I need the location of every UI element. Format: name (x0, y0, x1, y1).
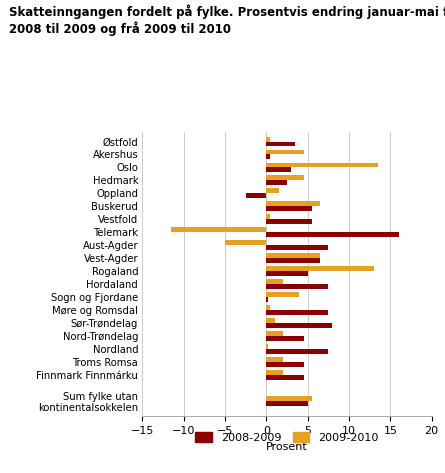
Bar (267, 245, 328, 250)
Bar (267, 219, 312, 224)
Bar (267, 141, 295, 147)
Bar (267, 362, 303, 367)
Bar (246, 193, 267, 198)
Bar (267, 370, 283, 375)
Bar (267, 310, 328, 315)
Bar (267, 271, 307, 276)
Bar (267, 284, 328, 289)
Bar (267, 175, 303, 180)
Bar (267, 344, 268, 349)
Bar (267, 253, 320, 258)
Bar (267, 279, 283, 284)
Bar (267, 149, 303, 155)
Text: Skatteinngangen fordelt på fylke. Prosentvis endring januar-mai frå
2008 til 200: Skatteinngangen fordelt på fylke. Prosen… (9, 5, 445, 36)
Legend: 2008-2009, 2009-2010: 2008-2009, 2009-2010 (191, 428, 383, 447)
Bar (267, 180, 287, 185)
Bar (267, 292, 299, 297)
Bar (267, 201, 320, 206)
Bar (225, 240, 267, 245)
Bar (267, 137, 271, 141)
Bar (267, 305, 271, 310)
Bar (267, 163, 378, 167)
Bar (267, 266, 374, 271)
Bar (267, 167, 291, 172)
Bar (267, 258, 320, 263)
Bar (267, 214, 271, 219)
Bar (267, 188, 279, 193)
Bar (267, 401, 307, 406)
Bar (267, 331, 283, 336)
Bar (267, 323, 332, 328)
Bar (267, 375, 303, 380)
Bar (267, 336, 303, 341)
Bar (267, 155, 271, 159)
Bar (267, 349, 328, 354)
Bar (267, 232, 399, 237)
Bar (267, 396, 312, 401)
Bar (267, 357, 283, 362)
Bar (171, 228, 267, 232)
Bar (267, 206, 312, 211)
Bar (267, 318, 275, 323)
X-axis label: Prosent: Prosent (266, 441, 308, 452)
Bar (267, 297, 268, 302)
